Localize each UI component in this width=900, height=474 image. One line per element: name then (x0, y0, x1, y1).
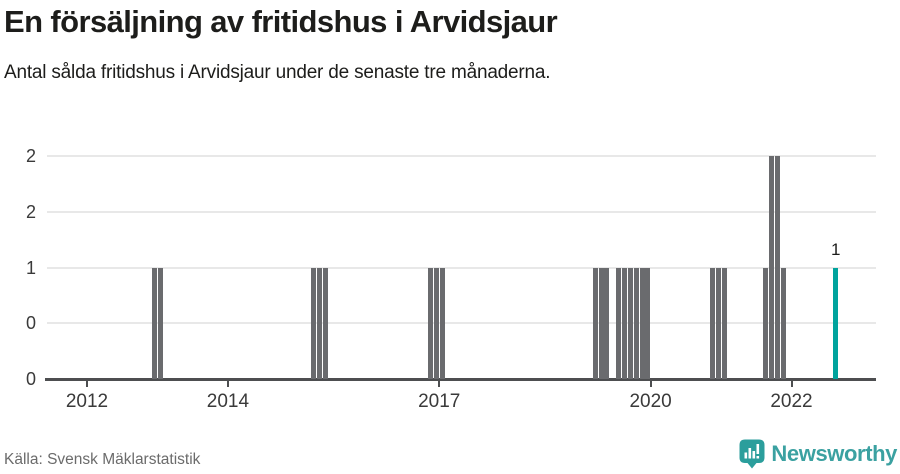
x-axis-tickmark (649, 381, 652, 387)
bar (627, 267, 633, 379)
bar (152, 267, 158, 379)
bar (434, 267, 440, 379)
bar (158, 267, 164, 379)
bar (780, 267, 786, 379)
bar (774, 156, 780, 379)
bar (621, 267, 627, 379)
bar (715, 267, 721, 379)
gridline (47, 266, 876, 269)
y-axis-tick-label: 0 (25, 313, 36, 334)
x-axis-tick-label: 2014 (206, 391, 250, 412)
gridline (47, 155, 876, 157)
x-axis-tick-label: 2012 (65, 391, 109, 412)
bar (592, 267, 598, 379)
bar (428, 267, 434, 379)
bar (616, 267, 622, 379)
x-axis-tickmark (86, 381, 88, 387)
x-axis-line (45, 378, 876, 381)
bar (645, 267, 651, 379)
logo-bubble-shape (739, 439, 765, 469)
bar (633, 267, 639, 379)
source-note: Källa: Svensk Mäklarstatistik (4, 451, 201, 468)
bar (710, 267, 715, 379)
x-axis-tick-label: 2022 (770, 391, 813, 412)
x-axis-tick-label: 2017 (418, 391, 461, 412)
x-axis-tick-label: 2020 (629, 391, 672, 412)
y-axis-tick-label: 2 (25, 146, 36, 166)
bar (639, 267, 645, 379)
bar (762, 267, 768, 379)
bar (439, 267, 445, 379)
bar (322, 267, 328, 379)
bar (721, 267, 727, 379)
page-title: En försäljning av fritidshus i Arvidsjau… (4, 4, 558, 39)
page-subtitle: Antal sålda fritidshus i Arvidsjaur unde… (4, 62, 551, 83)
bar (310, 267, 316, 379)
y-axis-tick-label: 0 (25, 369, 36, 389)
x-axis-tickmark (226, 381, 229, 387)
bar (768, 156, 774, 379)
newsworthy-bars-icon (739, 439, 765, 469)
bar-highlight (833, 267, 839, 379)
x-axis-tickmark (790, 381, 793, 387)
gridline (47, 210, 876, 213)
y-axis-tick-label: 2 (25, 201, 36, 222)
x-axis-tickmark (438, 381, 441, 387)
y-axis-tick-label: 1 (25, 257, 36, 278)
newsworthy-logo: Newsworthy (739, 439, 897, 469)
bar (316, 267, 322, 379)
gridline (47, 322, 876, 325)
bar-value-label: 1 (831, 239, 841, 259)
newsworthy-wordmark: Newsworthy (771, 441, 897, 466)
bar (604, 267, 610, 379)
bar (598, 267, 604, 379)
